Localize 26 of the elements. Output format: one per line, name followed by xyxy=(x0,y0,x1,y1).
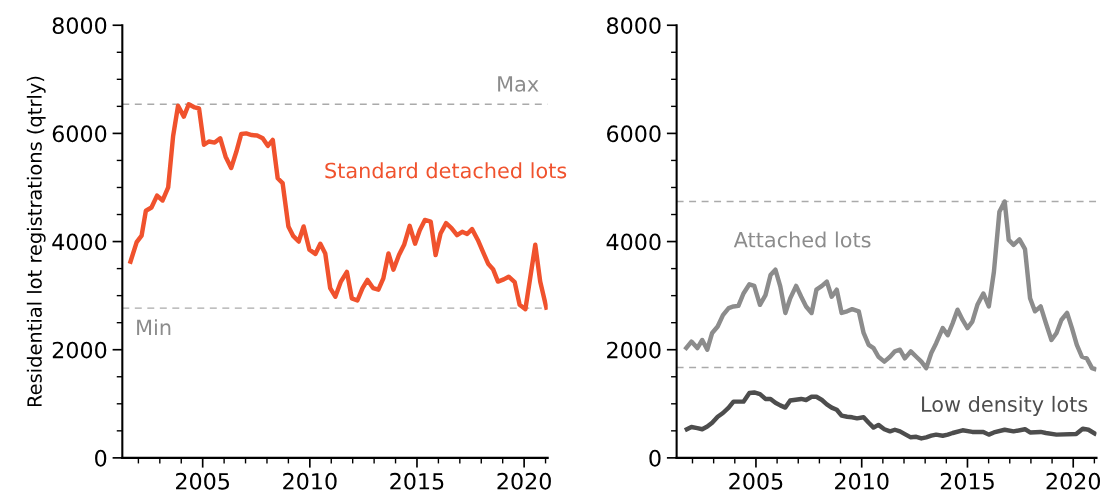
x-tick-label: 2010 xyxy=(283,472,337,490)
ref-line-label: Min xyxy=(137,319,171,336)
x-tick-label: 2015 xyxy=(390,472,444,490)
y-tick-label: 4000 xyxy=(52,233,107,251)
y-tick-label: 6000 xyxy=(52,125,107,143)
y-tick-label: 2000 xyxy=(607,341,661,359)
y-tick-label: 0 xyxy=(649,449,661,467)
text: Standard detached lots xyxy=(325,162,567,179)
y-axis-title: Residential lot registrations (qtrly) xyxy=(26,76,46,407)
x-tick-label: 2020 xyxy=(497,472,551,490)
x-tick-label: 2010 xyxy=(835,472,889,490)
series-label: Low density lots xyxy=(922,395,1088,417)
y-tick-label: 8000 xyxy=(607,17,661,34)
y-tick-label: 8000 xyxy=(52,17,107,34)
ref-line-label: Max xyxy=(498,76,539,92)
y-tick-label: 6000 xyxy=(607,125,661,143)
x-tick-label: 2005 xyxy=(176,472,230,490)
line-series xyxy=(682,199,1097,372)
y-tick-label: 0 xyxy=(95,449,107,467)
x-tick-label: 2020 xyxy=(1046,472,1101,490)
y-tick-label: 2000 xyxy=(52,341,107,359)
line-series xyxy=(682,390,1097,441)
x-tick-label: 2005 xyxy=(729,472,783,490)
series-label: Attached lots xyxy=(733,231,871,248)
x-tick-label: 2015 xyxy=(940,472,994,490)
y-tick-label: 4000 xyxy=(606,233,661,251)
